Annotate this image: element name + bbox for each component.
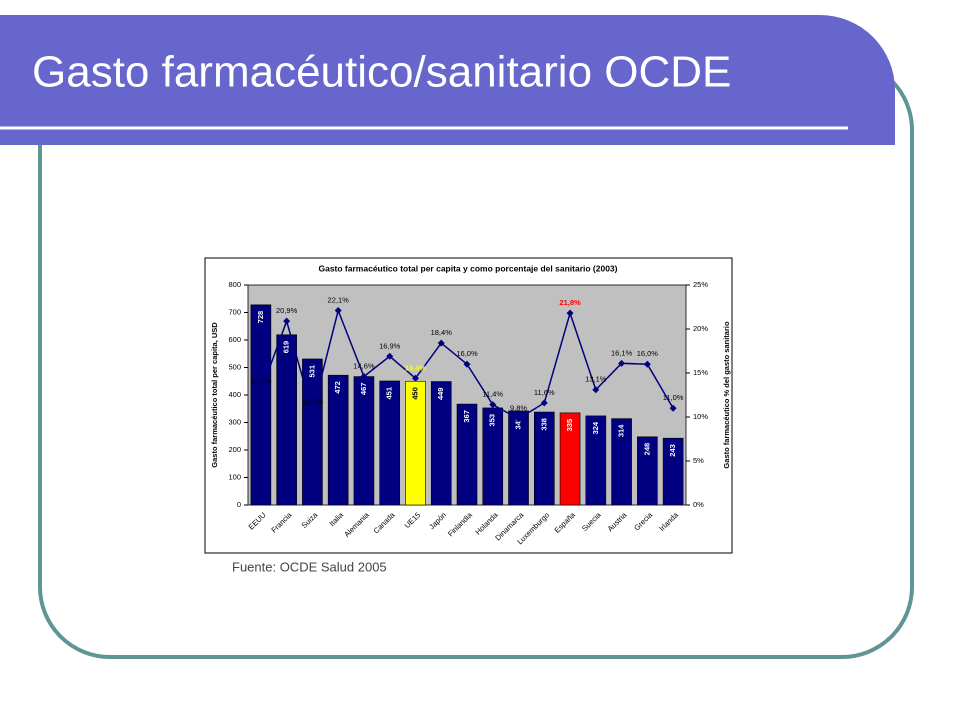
line-value-label: 9,8% (510, 404, 527, 413)
line-value-label: 20,9% (276, 306, 298, 315)
bar-value-label: 367 (462, 410, 471, 423)
line-value-label: 16,0% (637, 349, 659, 358)
title-bar (0, 15, 895, 145)
bar-value-label: 451 (385, 387, 394, 400)
bar (276, 334, 297, 506)
bar (559, 412, 581, 506)
y-tick-label: 100 (228, 472, 241, 481)
y-tick-label: 700 (228, 307, 241, 316)
bar (430, 381, 452, 506)
line-marker (489, 401, 497, 409)
line-marker (463, 360, 471, 368)
bar-value-label: 314 (617, 424, 626, 437)
y-tick-label: 400 (228, 390, 241, 399)
bar (662, 437, 684, 506)
bar-value-label: 324 (591, 421, 600, 434)
line-value-label: 16,0% (456, 349, 478, 358)
line-marker (411, 374, 419, 382)
line-marker (437, 339, 445, 347)
line-value-label: 13,1% (585, 375, 607, 384)
bar-value-label: 467 (359, 383, 368, 396)
line-marker (669, 404, 677, 412)
y-tick-label: 200 (228, 445, 241, 454)
line-value-label: 16,9% (379, 341, 401, 350)
line-marker (283, 317, 291, 325)
bar (585, 415, 607, 506)
line-marker (308, 409, 316, 417)
line-marker (257, 387, 265, 395)
line-marker (386, 352, 394, 360)
line-marker (566, 309, 574, 317)
slide-title: Gasto farmacéutico/sanitario OCDE (32, 48, 731, 97)
y-tick-label: 300 (228, 417, 241, 426)
bar (611, 418, 632, 506)
line-value-label: 16,1% (611, 348, 633, 357)
y2-tick-label: 10% (693, 412, 708, 421)
y-axis-label: Gasto farmacéutico total per capita, USD (210, 322, 219, 468)
y2-tick-label: 20% (693, 324, 708, 333)
y2-tick-label: 15% (693, 368, 708, 377)
bar (637, 436, 658, 506)
bar (456, 403, 478, 506)
y-tick-label: 600 (228, 335, 241, 344)
y-tick-label: 0 (237, 500, 241, 509)
line-marker (643, 360, 651, 368)
line-marker (360, 373, 368, 381)
y2-tick-label: 25% (693, 280, 708, 289)
source: Fuente: OCDE Salud 2005 (232, 559, 387, 574)
bar (250, 304, 272, 506)
bar-value-label: 342 (514, 417, 523, 430)
bar-value-label: 338 (539, 418, 548, 431)
bar (379, 380, 401, 506)
bar (533, 411, 555, 506)
bar-value-label: 353 (488, 414, 497, 427)
line-value-label: 14,4% (405, 363, 427, 372)
bar (327, 374, 349, 506)
line-value-label: 10,5% (302, 398, 324, 407)
bar-value-label: 450 (410, 387, 419, 400)
bar-value-label: 531 (307, 365, 316, 378)
line-marker (334, 307, 342, 315)
y-tick-label: 800 (228, 280, 241, 289)
bar-value-label: 449 (436, 388, 445, 401)
bar (508, 410, 529, 506)
line-value-label: 18,4% (431, 328, 453, 337)
bar-value-label: 248 (642, 443, 651, 456)
bar-value-label: 243 (668, 444, 677, 457)
line-value-label: 14,6% (353, 362, 375, 371)
line-value-label: 11,6% (534, 388, 555, 397)
line-value-label: 11,0% (663, 393, 684, 402)
bar-value-label: 472 (333, 381, 342, 394)
line-value-label: 12,9% (250, 376, 272, 385)
bar-value-label: 335 (565, 419, 574, 432)
line-marker (592, 386, 600, 394)
y-tick-label: 500 (228, 362, 241, 371)
line-value-label: 11,4% (482, 390, 503, 399)
line-value-label: 22,1% (328, 296, 350, 305)
chart-title: Gasto farmacéutico total per capita y co… (318, 263, 617, 273)
y2-tick-label: 0% (693, 500, 704, 509)
line-marker (515, 415, 523, 423)
bar-value-label: 728 (256, 311, 265, 324)
line-marker (540, 399, 548, 407)
y2-axis-label: Gasto farmacéutico % del gasto sanitario (722, 321, 731, 469)
bar-value-label: 619 (282, 341, 291, 354)
y2-tick-label: 5% (693, 456, 704, 465)
line-value-label: 21,8% (559, 298, 581, 307)
bar (302, 358, 323, 506)
line-marker (618, 359, 626, 367)
